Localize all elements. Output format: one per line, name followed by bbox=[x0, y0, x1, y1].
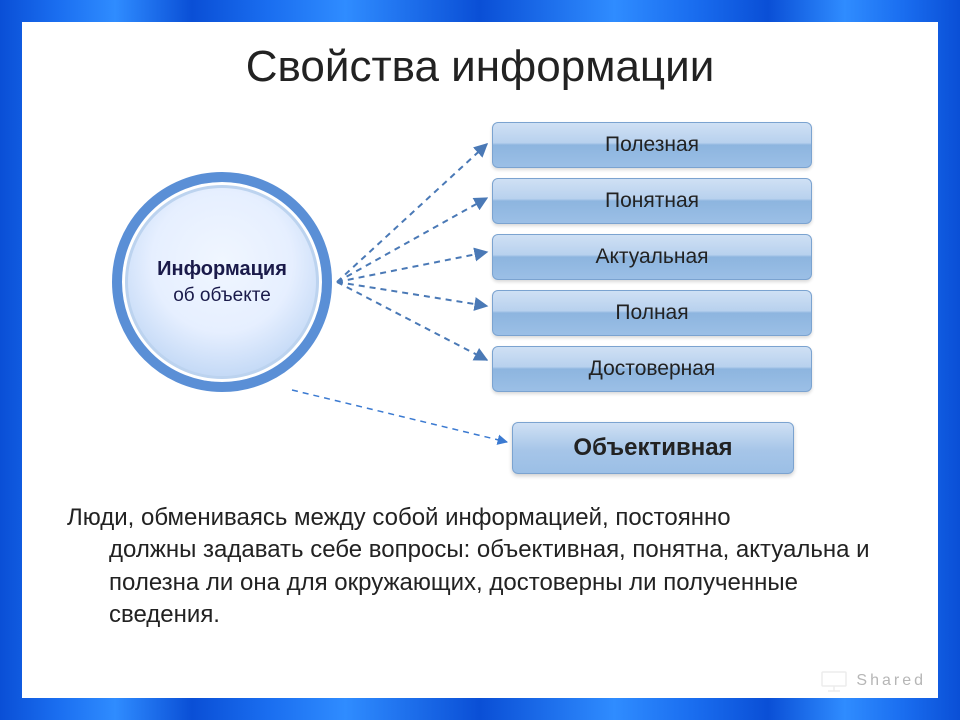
slide-frame: Свойства информации Информация об объект… bbox=[0, 0, 960, 720]
objective-box: Объективная bbox=[512, 422, 794, 474]
paragraph-first-line: Люди, обмениваясь между собой информацие… bbox=[67, 504, 731, 531]
diagram: Информация об объекте bbox=[72, 122, 892, 472]
property-item: Понятная bbox=[492, 178, 812, 224]
paragraph-rest: должны задавать себе вопросы: объективна… bbox=[67, 534, 893, 631]
property-list: Полезная Понятная Актуальная Полная Дост… bbox=[492, 122, 812, 392]
property-item: Полная bbox=[492, 290, 812, 336]
footer-shared-label: Shared bbox=[856, 672, 926, 690]
property-item: Достоверная bbox=[492, 346, 812, 392]
presentation-icon bbox=[820, 670, 848, 692]
property-item: Полезная bbox=[492, 122, 812, 168]
slide-sheet: Свойства информации Информация об объект… bbox=[22, 22, 938, 698]
body-paragraph: Люди, обмениваясь между собой информацие… bbox=[67, 502, 893, 632]
property-item: Актуальная bbox=[492, 234, 812, 280]
slide-title: Свойства информации bbox=[22, 42, 938, 92]
